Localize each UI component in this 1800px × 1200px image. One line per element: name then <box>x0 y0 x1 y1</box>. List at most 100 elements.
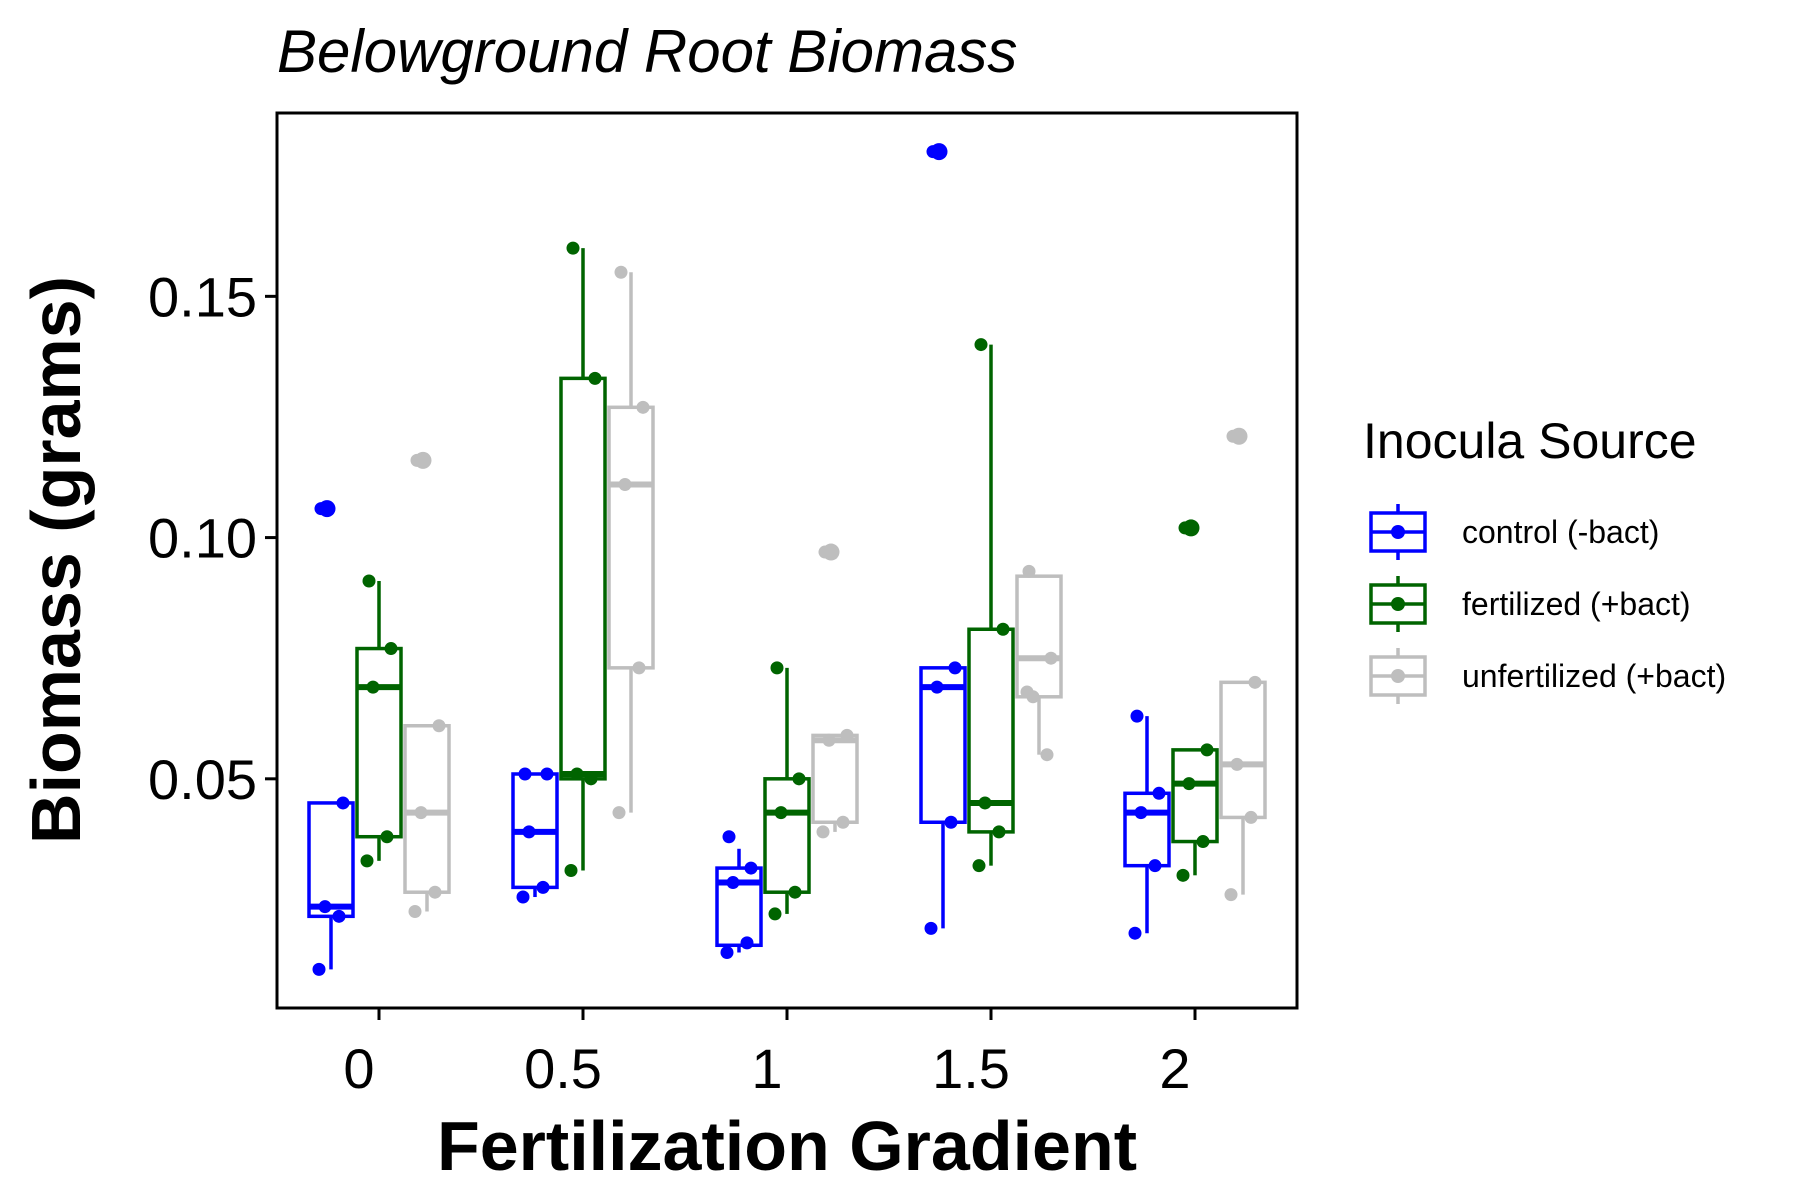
legend-key-point <box>1391 597 1405 611</box>
data-point <box>924 921 938 935</box>
data-point <box>522 825 536 839</box>
data-point <box>836 815 850 829</box>
data-point <box>740 936 754 950</box>
data-point <box>1178 521 1192 535</box>
data-point <box>380 830 394 844</box>
data-point <box>536 880 550 894</box>
data-point <box>974 338 988 352</box>
box <box>607 405 655 670</box>
data-point <box>996 622 1010 636</box>
data-point <box>1134 806 1148 820</box>
box-group <box>403 451 451 919</box>
data-point <box>720 946 734 960</box>
y-axis-title: Biomass (grams) <box>17 276 95 844</box>
box <box>1219 680 1267 820</box>
data-point <box>336 796 350 810</box>
box-group <box>1015 564 1063 762</box>
data-point <box>1182 777 1196 791</box>
data-point <box>722 830 736 844</box>
box-group <box>1171 519 1219 882</box>
data-point <box>566 241 580 255</box>
data-point <box>618 478 632 492</box>
legend-title: Inocula Source <box>1363 413 1697 469</box>
data-point <box>314 502 328 516</box>
box <box>403 723 451 894</box>
data-point <box>360 854 374 868</box>
data-point <box>774 806 788 820</box>
legend-label: unfertilized (+bact) <box>1462 658 1726 694</box>
box <box>967 627 1015 834</box>
y-tick-label: 0.05 <box>148 748 257 811</box>
x-tick-label: 0.5 <box>524 1037 602 1100</box>
data-point <box>992 825 1006 839</box>
data-point <box>312 962 326 976</box>
data-point <box>516 890 530 904</box>
data-point <box>414 806 428 820</box>
box-group <box>511 767 559 904</box>
box <box>1171 748 1219 844</box>
data-point <box>518 767 532 781</box>
x-tick-label: 0 <box>343 1037 374 1100</box>
x-axis-title: Fertilization Gradient <box>437 1107 1137 1185</box>
plot-panel <box>275 111 1299 1010</box>
box-group <box>919 143 967 935</box>
data-point <box>614 265 628 279</box>
box-group <box>559 241 607 877</box>
box-group <box>967 338 1015 873</box>
legend-key <box>1369 576 1427 632</box>
data-point <box>792 772 806 786</box>
box-group <box>307 500 355 976</box>
data-point <box>564 863 578 877</box>
data-point <box>366 680 380 694</box>
data-point <box>428 885 442 899</box>
data-point <box>1200 743 1214 757</box>
data-point <box>770 661 784 675</box>
x-tick-label: 1 <box>751 1037 782 1100</box>
data-point <box>1196 835 1210 849</box>
chart-title: Belowground Root Biomass <box>277 18 1017 85</box>
box <box>715 866 763 948</box>
data-point <box>1226 429 1240 443</box>
data-point <box>1176 868 1190 882</box>
data-point <box>1148 859 1162 873</box>
data-point <box>384 642 398 656</box>
data-point <box>816 825 830 839</box>
y-axis: 0.05 0.10 0.15 <box>148 265 277 811</box>
data-point <box>1130 709 1144 723</box>
legend-label: control (-bact) <box>1462 514 1659 550</box>
legend-key <box>1369 648 1427 704</box>
data-point <box>930 680 944 694</box>
x-tick-label: 1.5 <box>932 1037 1010 1100</box>
legend-key <box>1369 504 1427 560</box>
box-group <box>1123 709 1171 940</box>
box <box>355 646 403 839</box>
data-point <box>408 905 422 919</box>
box <box>919 666 967 824</box>
data-point <box>612 806 626 820</box>
box-group <box>763 661 811 921</box>
box-group <box>1219 427 1267 902</box>
data-point <box>632 661 646 675</box>
data-point <box>822 733 836 747</box>
data-point <box>788 885 802 899</box>
data-point <box>1152 786 1166 800</box>
y-tick-label: 0.10 <box>148 507 257 570</box>
data-point <box>744 861 758 875</box>
legend-label: fertilized (+bact) <box>1462 586 1691 622</box>
data-point <box>1128 926 1142 940</box>
box <box>763 777 811 894</box>
x-axis: 0 0.5 1 1.5 2 <box>343 1008 1197 1100</box>
data-point <box>432 719 446 733</box>
data-point <box>318 900 332 914</box>
box-group <box>355 574 403 868</box>
data-point <box>540 767 554 781</box>
box <box>811 733 859 824</box>
data-point <box>636 400 650 414</box>
data-point <box>818 545 832 559</box>
legend: Inocula Source control (-bact) fertilized… <box>1363 413 1726 704</box>
data-point <box>1022 564 1036 578</box>
data-point <box>840 728 854 742</box>
data-point <box>584 772 598 786</box>
box <box>1123 791 1171 868</box>
data-point <box>1248 675 1262 689</box>
